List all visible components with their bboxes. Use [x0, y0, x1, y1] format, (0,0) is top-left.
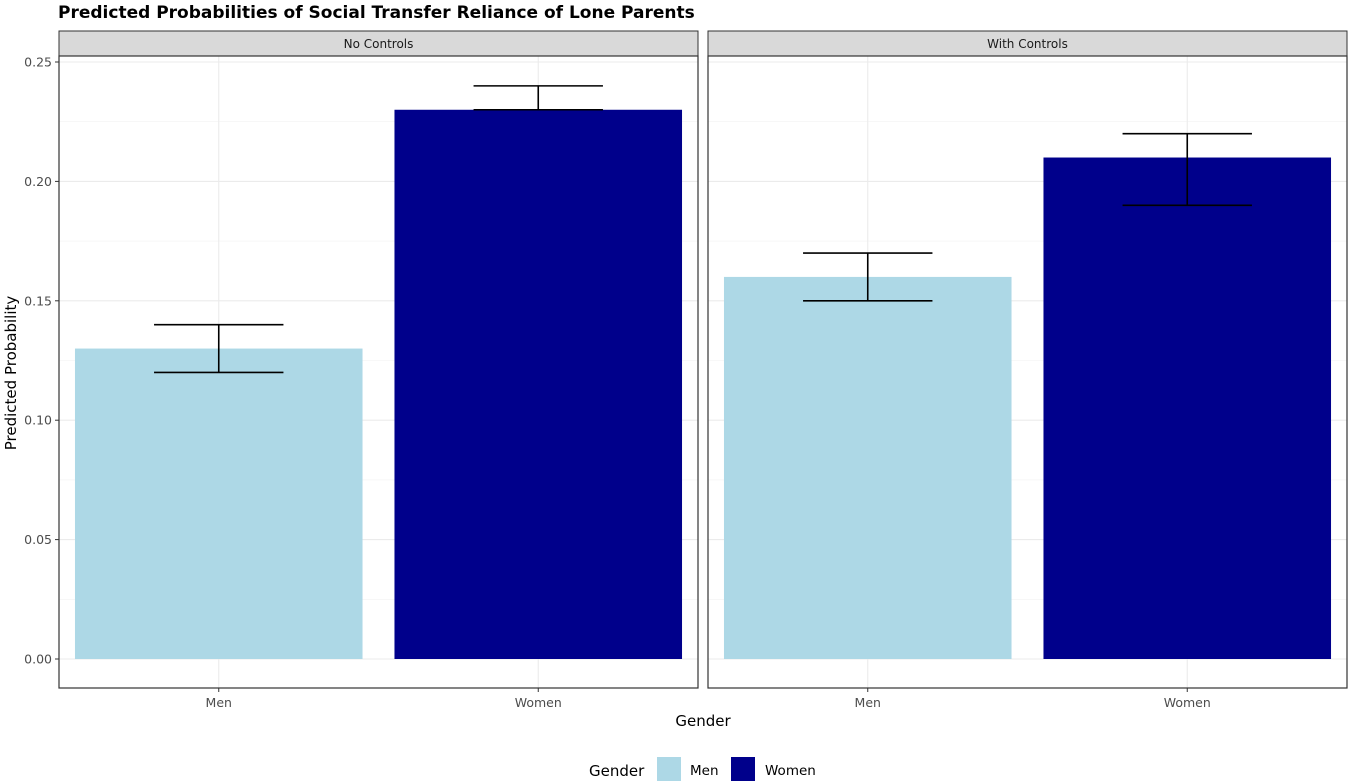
bar-women [394, 109, 683, 659]
legend-key-men [657, 757, 681, 781]
y-tick-label: 0.00 [24, 652, 52, 667]
bar-women [1043, 157, 1332, 659]
y-tick-label: 0.25 [24, 55, 52, 70]
legend: Gender Men Women [589, 757, 816, 781]
panel-border [707, 55, 1348, 689]
strip-label: No Controls [344, 37, 414, 51]
x-axis-title: Gender [675, 712, 731, 730]
strip-background [707, 30, 1348, 57]
y-axis-title: Predicted Probability [2, 296, 20, 451]
bar-men [74, 348, 363, 659]
panel-0: No Controls Men Women [58, 30, 699, 710]
y-tick-label: 0.05 [24, 532, 52, 547]
legend-key-women [731, 757, 755, 781]
legend-label-men: Men [690, 763, 719, 779]
error-bar [154, 323, 284, 374]
bar-men [723, 276, 1012, 659]
y-tick-label: 0.10 [24, 413, 52, 428]
error-bar [803, 252, 933, 302]
y-tick-label: 0.20 [24, 174, 52, 189]
legend-label-women: Women [765, 763, 816, 779]
y-axis: 0.00 0.05 0.10 0.15 0.20 0.25 [24, 55, 59, 667]
panel-border [58, 55, 699, 689]
x-tick-label: Women [1164, 695, 1211, 710]
chart-title: Predicted Probabilities of Social Transf… [58, 3, 695, 23]
strip-background [58, 30, 699, 57]
panels-layer: No Controls Men Women With Controls Men Women [58, 30, 1348, 710]
x-tick-label: Men [855, 695, 881, 710]
error-bar [1122, 132, 1252, 207]
y-tick-label: 0.15 [24, 293, 52, 308]
strip-label: With Controls [987, 37, 1068, 51]
x-tick-label: Men [206, 695, 232, 710]
legend-title: Gender [589, 762, 645, 780]
panel-1: With Controls Men Women [707, 30, 1348, 710]
x-tick-label: Women [515, 695, 562, 710]
error-bar [473, 85, 603, 111]
